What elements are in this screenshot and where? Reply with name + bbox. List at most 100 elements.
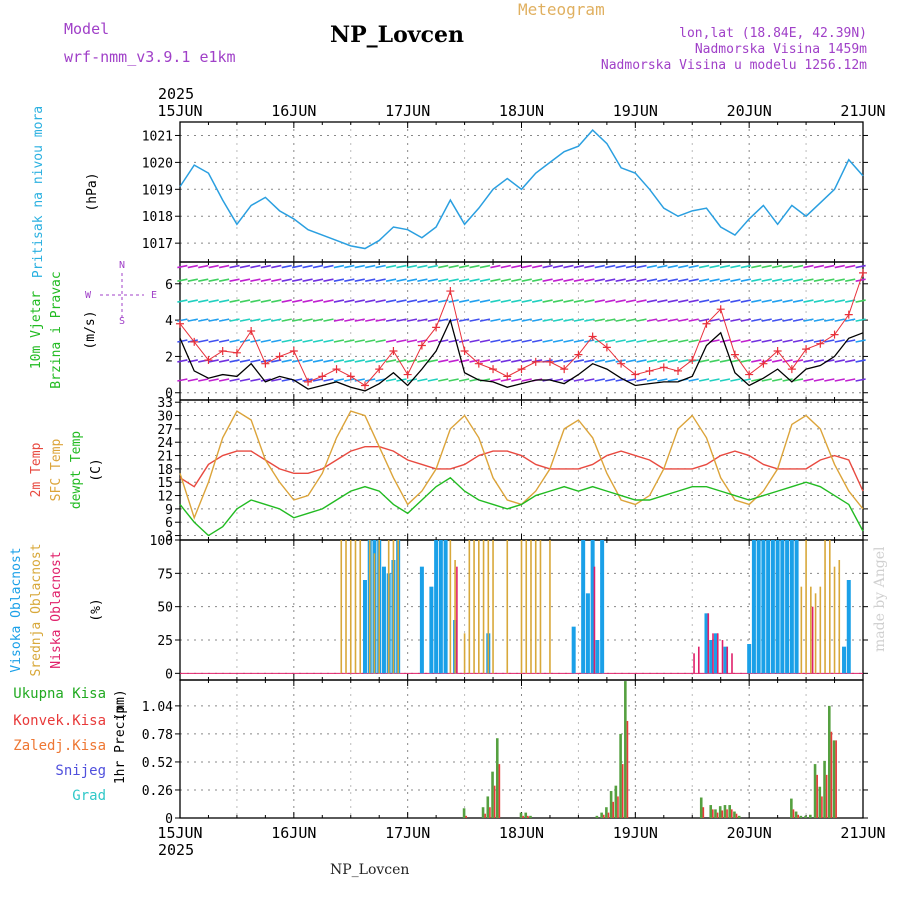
wind-gust-marker (688, 356, 697, 365)
wind-direction-barb (824, 264, 835, 269)
wind-direction-barb (521, 299, 532, 303)
wind-direction-barb (229, 339, 240, 343)
wind-direction-barb (208, 299, 219, 303)
wind-direction-barb (698, 359, 710, 363)
wind-direction-barb (448, 278, 459, 282)
wind-direction-barb (500, 378, 512, 382)
wind-direction-barb (751, 264, 762, 269)
wind-direction-barb (709, 278, 720, 282)
precip-total-bar (832, 740, 836, 818)
wind-direction-barb (792, 339, 804, 343)
wind-direction-barb (187, 264, 198, 269)
precip-conv-bar (498, 764, 501, 818)
wind-direction-barb (354, 339, 365, 343)
wind-direction-barb (678, 318, 689, 322)
wind-direction-barb (563, 264, 574, 269)
x-tick-label-top: 20JUN (727, 102, 772, 120)
wind-direction-barb (667, 264, 678, 269)
wind-direction-barb (740, 359, 752, 363)
wind-direction-barb (385, 278, 397, 282)
wind-direction-barb (771, 264, 783, 269)
wind-direction-barb (479, 278, 491, 282)
wind-gust-marker (588, 332, 597, 341)
wind-direction-barb (490, 264, 501, 269)
wind-direction-barb (312, 339, 324, 343)
wind-direction-barb (385, 359, 397, 363)
wind-direction-barb (803, 359, 814, 363)
precip-total-bar (462, 808, 466, 818)
wind-direction-barb (406, 278, 418, 282)
wind-direction-barb (469, 278, 480, 282)
wind-direction-barb (521, 339, 532, 343)
wind-direction-barb (605, 378, 616, 382)
panel-frame (179, 679, 864, 819)
wind-direction-barb (740, 378, 752, 382)
wind-direction-barb (333, 378, 345, 382)
wind-gust-marker (446, 287, 455, 296)
wind-direction-barb (458, 278, 470, 282)
wind-direction-barb (406, 339, 418, 343)
pressure-line (179, 128, 864, 250)
wind-direction-barb (719, 318, 731, 322)
wind-direction-barb (803, 264, 814, 269)
wind-direction-barb (845, 378, 856, 382)
cloud-high-bar (600, 540, 605, 674)
y-tick-label: 30 (157, 410, 173, 425)
wind-gust-marker (830, 330, 839, 339)
cloud-mid-bar (359, 540, 362, 674)
precip-total-bar (614, 785, 618, 818)
wind-direction-barb (855, 359, 866, 363)
wind-direction-barb (417, 378, 428, 382)
model-name: wrf-nmm_v3.9.1 e1km (64, 48, 236, 66)
x-tick-label-top: 15JUN (157, 102, 202, 120)
wind-gust-marker (631, 370, 640, 379)
cloud-unit: (%) (89, 598, 104, 621)
wind-direction-barb (740, 264, 752, 269)
wind-direction-barb (824, 299, 835, 303)
wind-direction-barb (469, 264, 480, 269)
wind-direction-barb (625, 378, 637, 382)
wind-direction-barb (511, 264, 522, 269)
wind-direction-barb (678, 278, 689, 282)
x-tick-label-bottom: 20JUN (727, 824, 772, 842)
wind-direction-barb (250, 278, 261, 282)
wind-direction-barb (719, 264, 731, 269)
wind-direction-barb (239, 359, 251, 363)
wind-direction-barb (657, 318, 668, 322)
wind-direction-barb (406, 359, 418, 363)
wind-direction-barb (698, 278, 710, 282)
wind-direction-barb (469, 339, 480, 343)
wind-direction-barb (375, 278, 386, 282)
wind-direction-barb (771, 339, 783, 343)
wind-direction-barb (229, 264, 240, 269)
wind-direction-barb (490, 299, 501, 303)
dewpoint-line (179, 476, 864, 537)
precip-total-bar (699, 797, 703, 818)
cloud-high-bar (443, 540, 448, 674)
wind-direction-barb (427, 339, 438, 343)
wind-gust-marker (531, 357, 540, 366)
cloud-mid-bar (354, 540, 357, 674)
wind-direction-barb (751, 378, 762, 382)
year-label-bottom: 2025 (158, 841, 194, 859)
y-tick-label: 0.26 (142, 784, 173, 799)
wind-direction-barb (605, 359, 616, 363)
wind-direction-barb (229, 318, 240, 322)
pressure-ylabel: Pritisak na nivou mora (31, 106, 46, 278)
wind-direction-barb (813, 299, 825, 303)
precip-legend-freezing: Zaledj.Kisa (13, 738, 106, 754)
wind-direction-barb (542, 264, 553, 269)
precip-conv-bar (522, 815, 524, 818)
cloud-mid-bar (549, 540, 551, 674)
temp-2m-ylabel: 2m Temp (29, 442, 44, 497)
wind-direction-barb (177, 359, 188, 363)
cloud-high-bar (775, 540, 780, 674)
wind-direction-barb (417, 318, 428, 322)
y-tick-label: 33 (157, 396, 173, 411)
wind-direction-barb (552, 299, 564, 303)
wind-direction-barb (678, 264, 689, 269)
wind-direction-barb (417, 299, 428, 303)
precip-total-bar (595, 815, 599, 818)
wind-direction-barb (354, 299, 365, 303)
wind-direction-barb (312, 278, 324, 282)
